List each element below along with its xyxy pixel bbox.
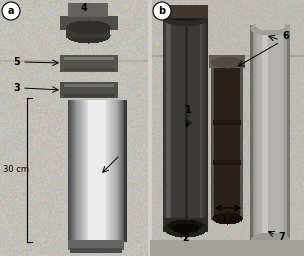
Text: 2: 2 <box>182 233 189 243</box>
Text: 5: 5 <box>13 57 20 67</box>
Text: a: a <box>8 6 14 16</box>
Text: b: b <box>158 6 166 16</box>
Text: 1: 1 <box>185 105 192 115</box>
Text: 7: 7 <box>278 232 285 242</box>
Text: 30 cm: 30 cm <box>3 165 29 175</box>
Circle shape <box>2 2 20 20</box>
Text: 5.1 cm: 5.1 cm <box>214 215 242 224</box>
Text: 4: 4 <box>81 3 87 13</box>
Text: 3: 3 <box>13 83 20 93</box>
Text: 6: 6 <box>282 31 289 41</box>
Circle shape <box>153 2 171 20</box>
